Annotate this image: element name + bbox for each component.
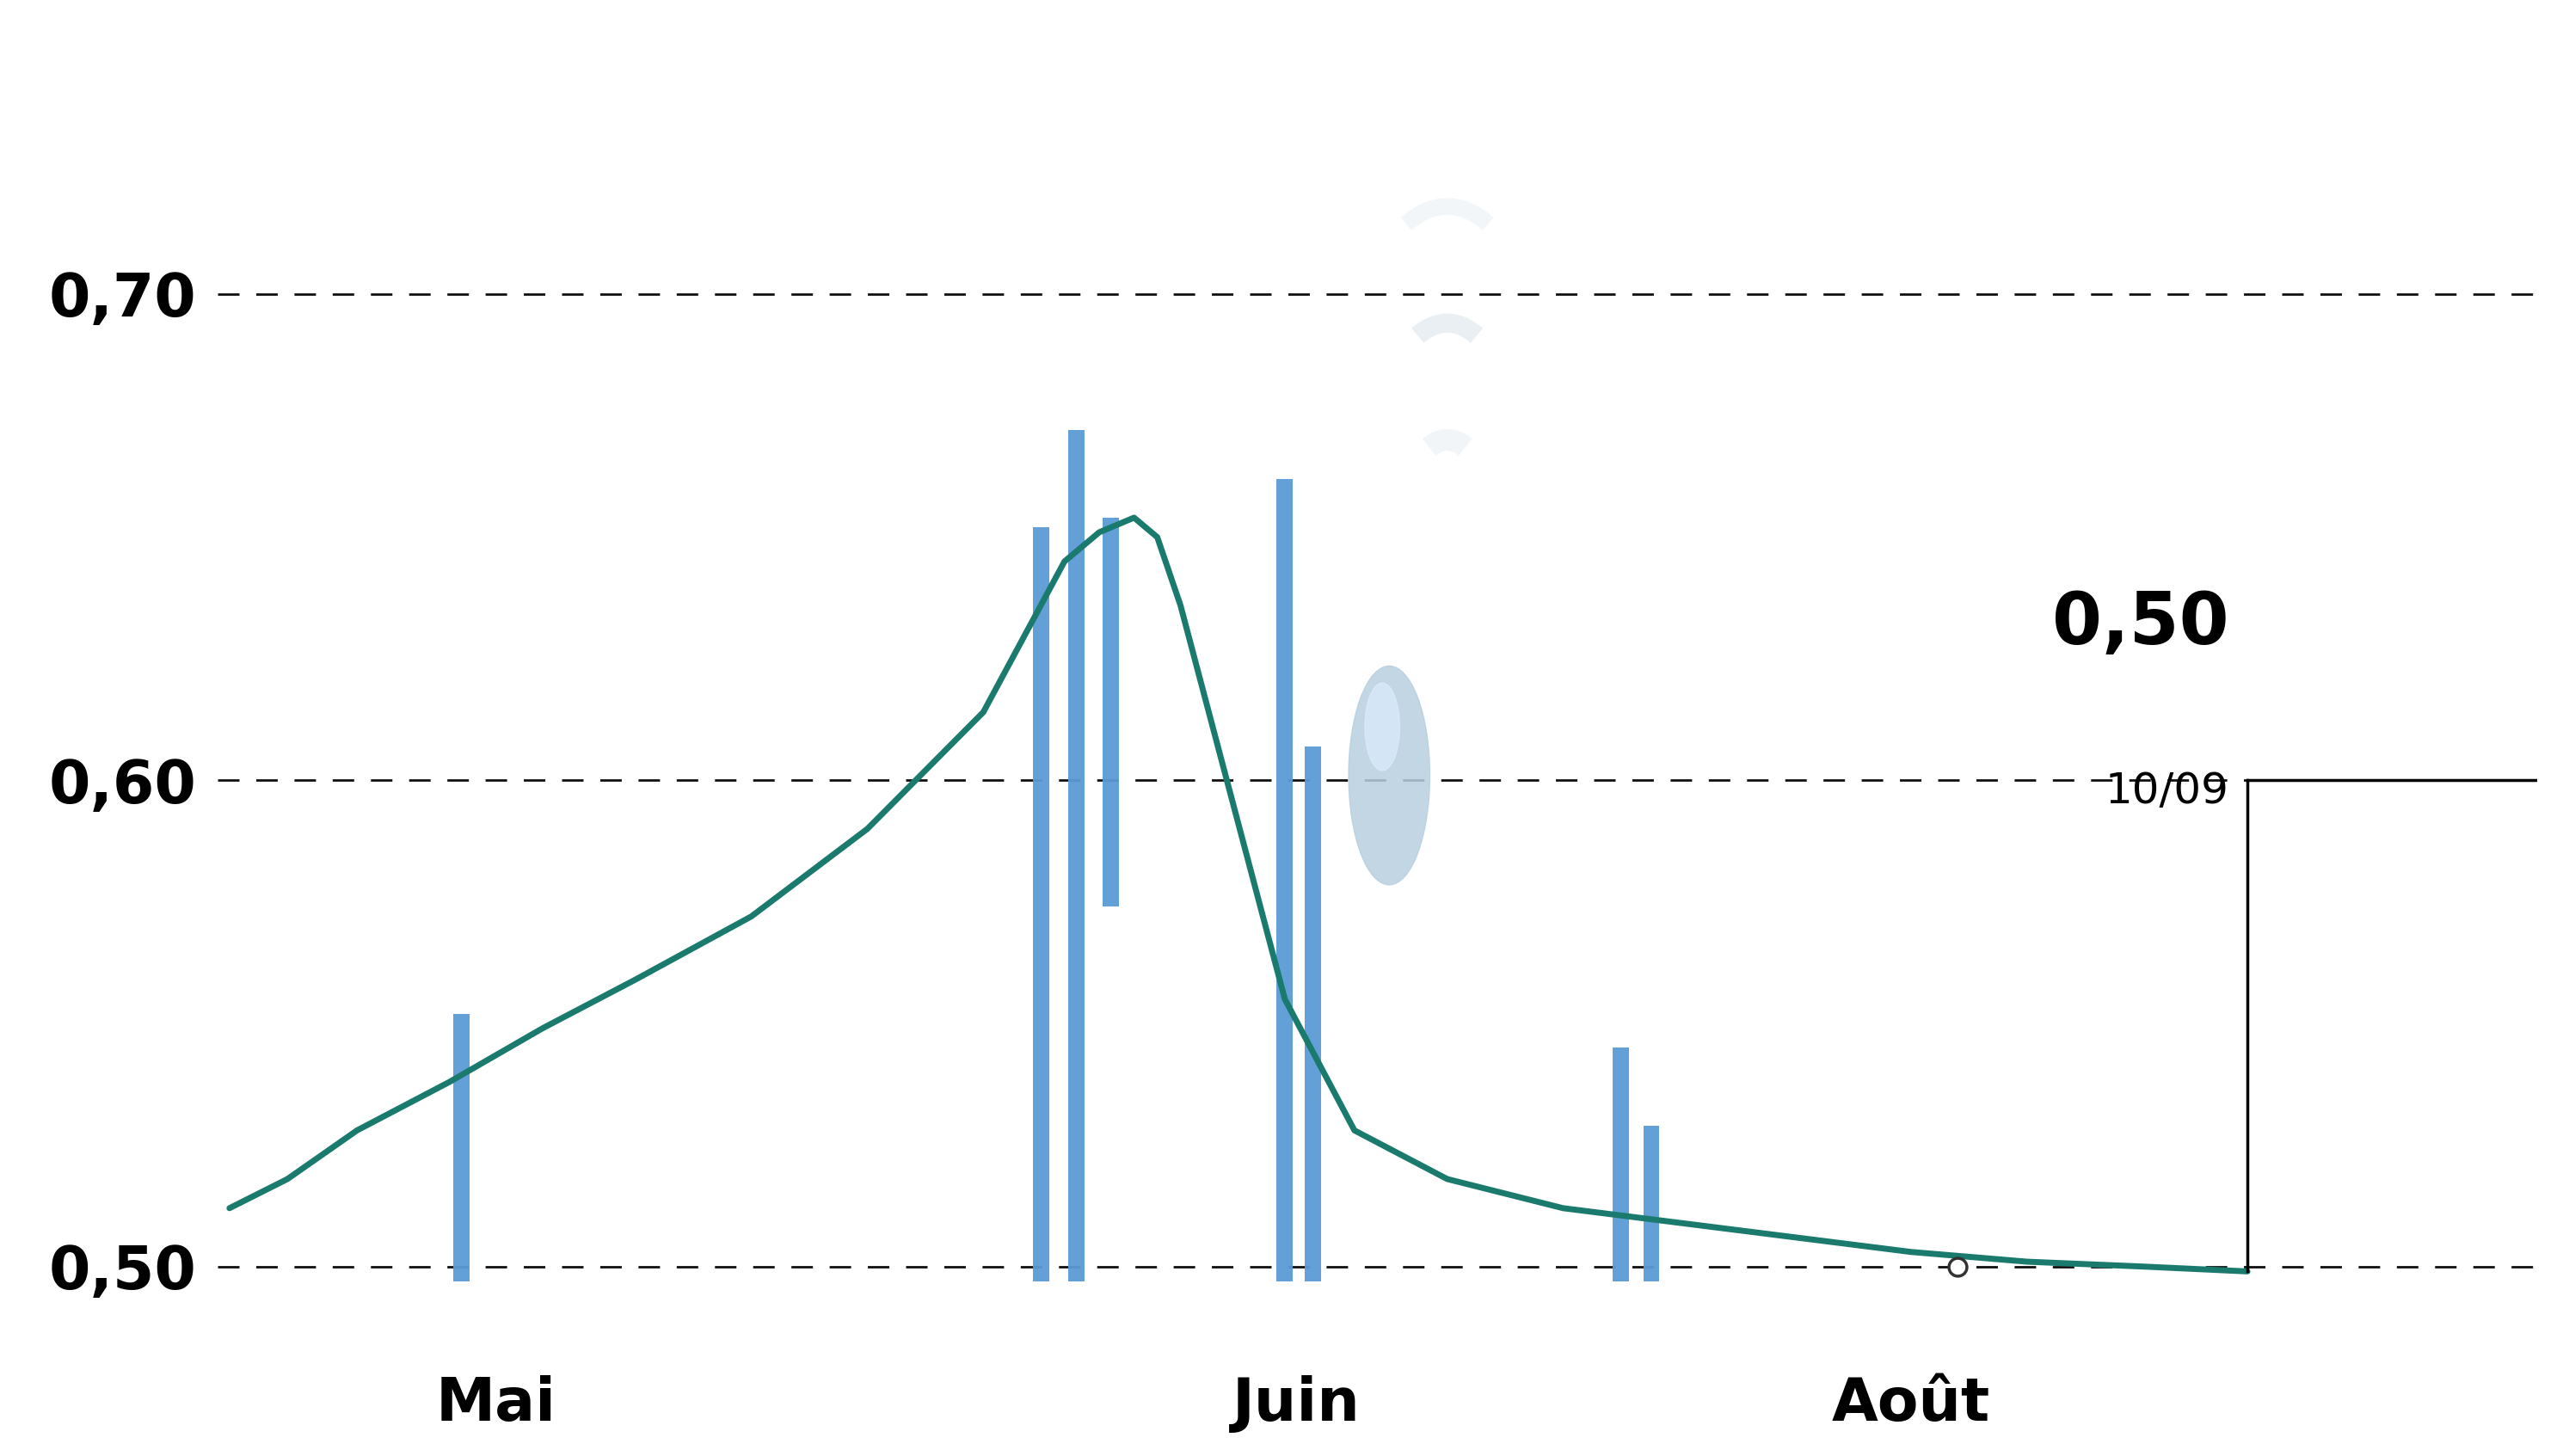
Bar [1305,747,1320,1281]
Bar [1276,479,1292,1281]
Bar [1033,527,1048,1281]
Text: CFI: CFI [1205,6,1358,89]
Text: 0,50: 0,50 [2053,590,2230,658]
Ellipse shape [1366,683,1399,770]
Bar [1102,518,1120,907]
Bar [1069,430,1084,1281]
Text: 10/09: 10/09 [2104,770,2230,812]
Ellipse shape [1348,665,1430,885]
Bar [1612,1048,1630,1281]
Bar [1643,1125,1658,1281]
Bar [454,1013,469,1281]
